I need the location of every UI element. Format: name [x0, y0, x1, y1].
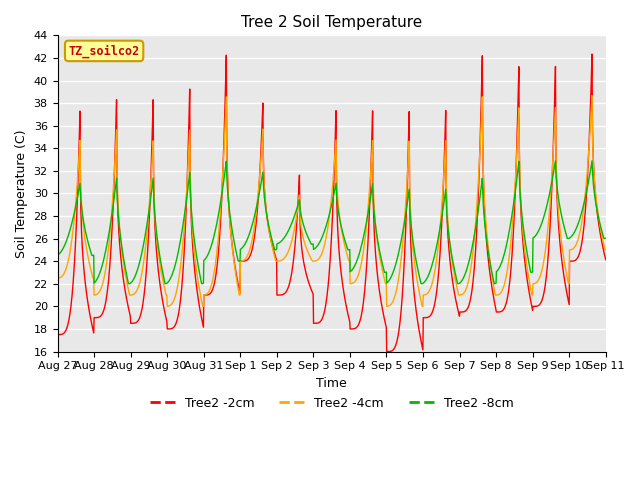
- Tree2 -4cm: [588, 93, 596, 98]
- Tree2 -2cm: [163, 315, 170, 321]
- Line: Tree2 -4cm: Tree2 -4cm: [58, 96, 605, 306]
- Tree2 -8cm: [237, 246, 244, 252]
- Tree2 -2cm: [383, 348, 390, 354]
- Tree2 -2cm: [175, 305, 183, 311]
- Tree2 -2cm: [602, 257, 609, 263]
- Tree2 -4cm: [163, 292, 170, 298]
- Tree2 -8cm: [537, 222, 545, 228]
- Text: TZ_soilco2: TZ_soilco2: [68, 44, 140, 58]
- Tree2 -4cm: [54, 275, 61, 281]
- Tree2 -4cm: [175, 272, 183, 278]
- Tree2 -8cm: [54, 252, 61, 258]
- Tree2 -2cm: [489, 288, 497, 294]
- Tree2 -4cm: [417, 296, 424, 302]
- Tree2 -2cm: [537, 300, 545, 305]
- Tree2 -4cm: [489, 276, 497, 282]
- Tree2 -8cm: [552, 158, 559, 164]
- Tree2 -8cm: [489, 273, 497, 279]
- Tree2 -2cm: [588, 51, 596, 57]
- Tree2 -8cm: [175, 243, 183, 249]
- Tree2 -4cm: [537, 271, 545, 276]
- Tree2 -4cm: [237, 258, 244, 264]
- Tree2 -8cm: [417, 281, 425, 287]
- Tree2 -4cm: [419, 303, 426, 309]
- Tree2 -8cm: [163, 281, 170, 287]
- Y-axis label: Soil Temperature (C): Soil Temperature (C): [15, 129, 28, 258]
- Tree2 -2cm: [54, 332, 61, 337]
- Legend: Tree2 -2cm, Tree2 -4cm, Tree2 -8cm: Tree2 -2cm, Tree2 -4cm, Tree2 -8cm: [145, 392, 518, 415]
- Tree2 -4cm: [602, 247, 609, 253]
- Line: Tree2 -2cm: Tree2 -2cm: [58, 54, 605, 351]
- X-axis label: Time: Time: [316, 377, 347, 390]
- Tree2 -8cm: [602, 235, 609, 241]
- Line: Tree2 -8cm: Tree2 -8cm: [58, 161, 605, 284]
- Title: Tree 2 Soil Temperature: Tree 2 Soil Temperature: [241, 15, 422, 30]
- Tree2 -8cm: [417, 279, 424, 285]
- Tree2 -2cm: [417, 338, 425, 344]
- Tree2 -2cm: [237, 258, 244, 264]
